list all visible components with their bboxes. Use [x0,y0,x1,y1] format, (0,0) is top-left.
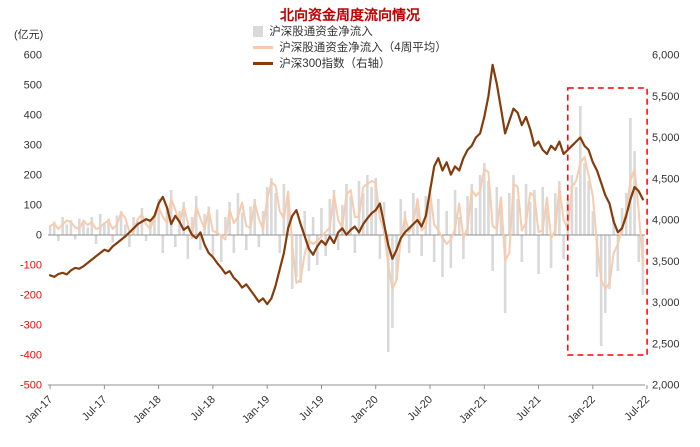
svg-text:4,000: 4,000 [652,215,680,227]
svg-text:Jan-19: Jan-19 [240,394,272,426]
svg-text:6,000: 6,000 [652,50,680,62]
svg-text:5,500: 5,500 [652,91,680,103]
svg-text:Jul-18: Jul-18 [188,394,218,424]
svg-text:Jan-20: Jan-20 [349,394,381,426]
avg-4week-line [49,156,644,290]
svg-text:Jul-21: Jul-21 [514,394,544,424]
svg-text:0: 0 [36,230,42,242]
svg-text:-100: -100 [20,260,42,272]
svg-text:5,000: 5,000 [652,132,680,144]
svg-text:Jan-18: Jan-18 [131,394,163,426]
svg-text:Jan-21: Jan-21 [457,394,489,426]
svg-text:3,500: 3,500 [652,256,680,268]
svg-text:Jan-17: Jan-17 [23,394,55,426]
left-axis-labels: 600 500 400 300 200 100 0 -100 -200 -300 -400 -500 [20,50,42,392]
svg-text:400: 400 [24,110,42,122]
svg-text:2,500: 2,500 [652,338,680,350]
chart-title: 北向资金周度流向情况 [280,7,420,23]
x-axis-labels: Jan-17 Jul-17 Jan-18 Jul-18 Jan-19 Jul-19 Jan-… [23,385,652,426]
left-axis-unit-label: (亿元) [14,29,44,41]
csi300-index-line [48,63,645,306]
svg-text:500: 500 [24,80,42,92]
svg-text:100: 100 [24,200,42,212]
svg-text:Jul-19: Jul-19 [297,394,327,424]
svg-text:Jan-22: Jan-22 [566,394,598,426]
svg-text:Jul-17: Jul-17 [80,394,110,424]
svg-text:4,500: 4,500 [652,173,680,185]
right-axis-labels: 6,000 5,500 5,000 4,500 4,000 3,500 3,000 2,500… [652,50,680,392]
svg-text:-500: -500 [20,380,42,392]
svg-text:600: 600 [24,50,42,62]
svg-text:2,000: 2,000 [652,380,680,392]
svg-text:Jul-22: Jul-22 [622,394,652,424]
svg-text:Jul-20: Jul-20 [405,394,435,424]
svg-text:3,000: 3,000 [652,297,680,309]
highlight-box [567,87,648,356]
svg-text:-200: -200 [20,290,42,302]
svg-text:-400: -400 [20,350,42,362]
svg-text:-300: -300 [20,320,42,332]
svg-text:200: 200 [24,170,42,182]
svg-text:300: 300 [24,140,42,152]
